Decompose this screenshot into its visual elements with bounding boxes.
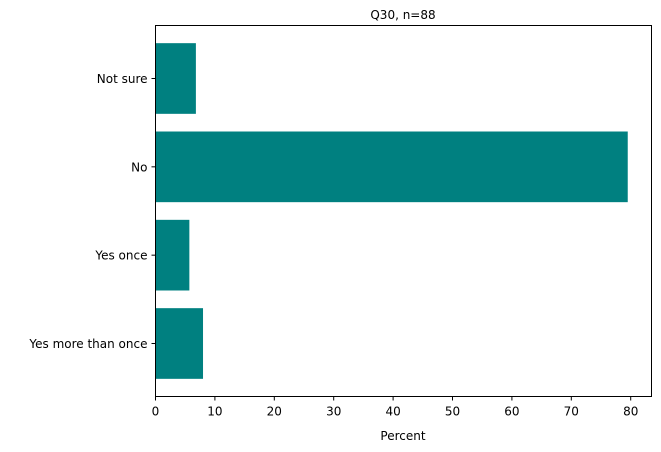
chart-title: Q30, n=88 — [370, 8, 435, 22]
bar-no — [155, 131, 628, 203]
x-tick-label-60: 60 — [504, 405, 519, 419]
x-tick-label-50: 50 — [445, 405, 460, 419]
x-tick-label-20: 20 — [267, 405, 282, 419]
x-tick-label-10: 10 — [207, 405, 222, 419]
x-tick-label-80: 80 — [623, 405, 638, 419]
y-tick-label-yes-once: Yes once — [94, 249, 147, 263]
y-tick-label-not-sure: Not sure — [97, 72, 148, 86]
plot-frame — [155, 25, 652, 397]
bar-yes-more-than-once — [155, 308, 204, 379]
x-axis-title: Percent — [380, 429, 425, 443]
y-tick-label-yes-more-than-once: Yes more than once — [28, 337, 147, 351]
y-axis: Not sure No Yes once Yes more than once — [28, 72, 156, 351]
bar-not-sure — [155, 43, 196, 114]
x-tick-label-0: 0 — [152, 405, 160, 419]
x-tick-label-40: 40 — [385, 405, 400, 419]
bars-group — [155, 43, 628, 379]
x-tick-label-30: 30 — [326, 405, 341, 419]
y-tick-label-no: No — [131, 160, 147, 174]
x-axis: 0 10 20 30 40 50 60 70 80 — [152, 396, 638, 419]
x-tick-label-70: 70 — [564, 405, 579, 419]
bar-yes-once — [155, 219, 190, 291]
